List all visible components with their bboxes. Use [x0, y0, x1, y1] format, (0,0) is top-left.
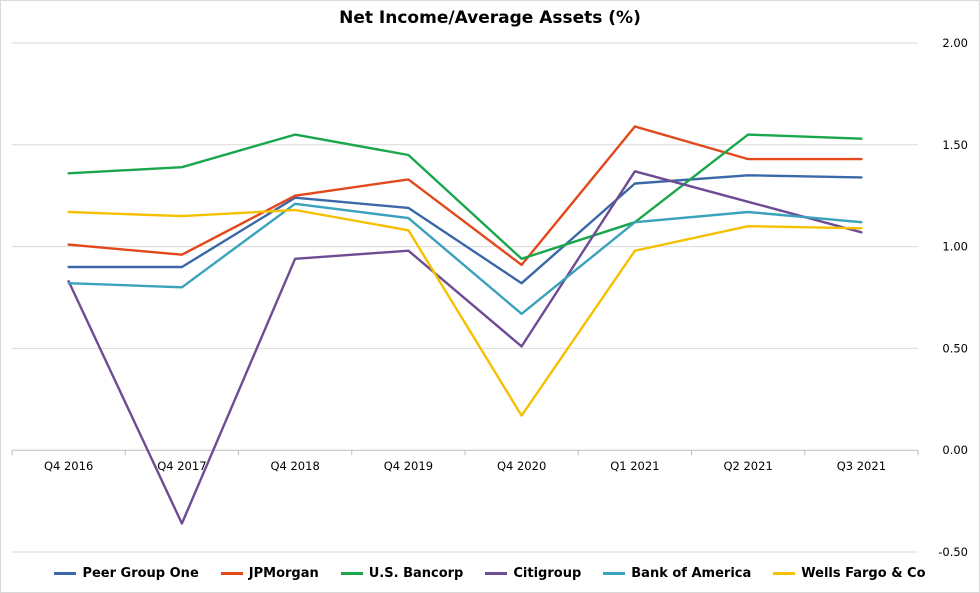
- legend-swatch: [485, 572, 508, 575]
- x-tick-label: Q4 2020: [497, 459, 546, 473]
- legend-item: Peer Group One: [54, 566, 199, 581]
- series-line-1: [67, 125, 863, 267]
- series-line-0: [67, 174, 863, 285]
- legend-label: JPMorgan: [248, 566, 319, 581]
- legend-label: Citigroup: [513, 566, 582, 581]
- x-tick-label: Q4 2019: [384, 459, 433, 473]
- legend-item: U.S. Bancorp: [340, 566, 464, 581]
- x-tick-label: Q4 2018: [270, 459, 319, 473]
- legend-item: JPMorgan: [220, 566, 319, 581]
- legend-label: Peer Group One: [82, 566, 199, 581]
- y-tick-label: 0.00: [942, 443, 968, 457]
- chart-title: Net Income/Average Assets (%): [339, 8, 641, 28]
- legend-swatch: [773, 572, 796, 575]
- legend-swatch: [340, 572, 363, 575]
- legend-swatch: [220, 572, 243, 575]
- y-tick-label: -0.50: [938, 545, 968, 559]
- x-tick-label: Q4 2016: [44, 459, 93, 473]
- legend-label: Wells Fargo & Co: [801, 566, 926, 581]
- y-tick-label: 1.00: [942, 240, 968, 254]
- chart-legend: Peer Group One JPMorgan U.S. Bancorp Citigr…: [0, 566, 980, 581]
- legend-item: Bank of America: [603, 566, 751, 581]
- series-line-3: [67, 170, 863, 525]
- legend-item: Citigroup: [485, 566, 581, 581]
- y-tick-label: 1.50: [942, 138, 968, 152]
- x-tick-label: Q2 2021: [723, 459, 772, 473]
- series-line-5: [67, 208, 863, 417]
- legend-item: Wells Fargo & Co: [773, 566, 926, 581]
- legend-label: Bank of America: [631, 566, 752, 581]
- x-tick-label: Q1 2021: [610, 459, 659, 473]
- x-tick-label: Q4 2017: [157, 459, 206, 473]
- y-tick-label: 0.50: [942, 341, 968, 355]
- series-line-2: [67, 133, 863, 260]
- y-tick-label: 2.00: [942, 36, 968, 50]
- series-line-4: [67, 202, 863, 315]
- legend-swatch: [603, 572, 626, 575]
- legend-label: U.S. Bancorp: [368, 566, 464, 581]
- x-tick-label: Q3 2021: [837, 459, 886, 473]
- legend-swatch: [54, 572, 77, 575]
